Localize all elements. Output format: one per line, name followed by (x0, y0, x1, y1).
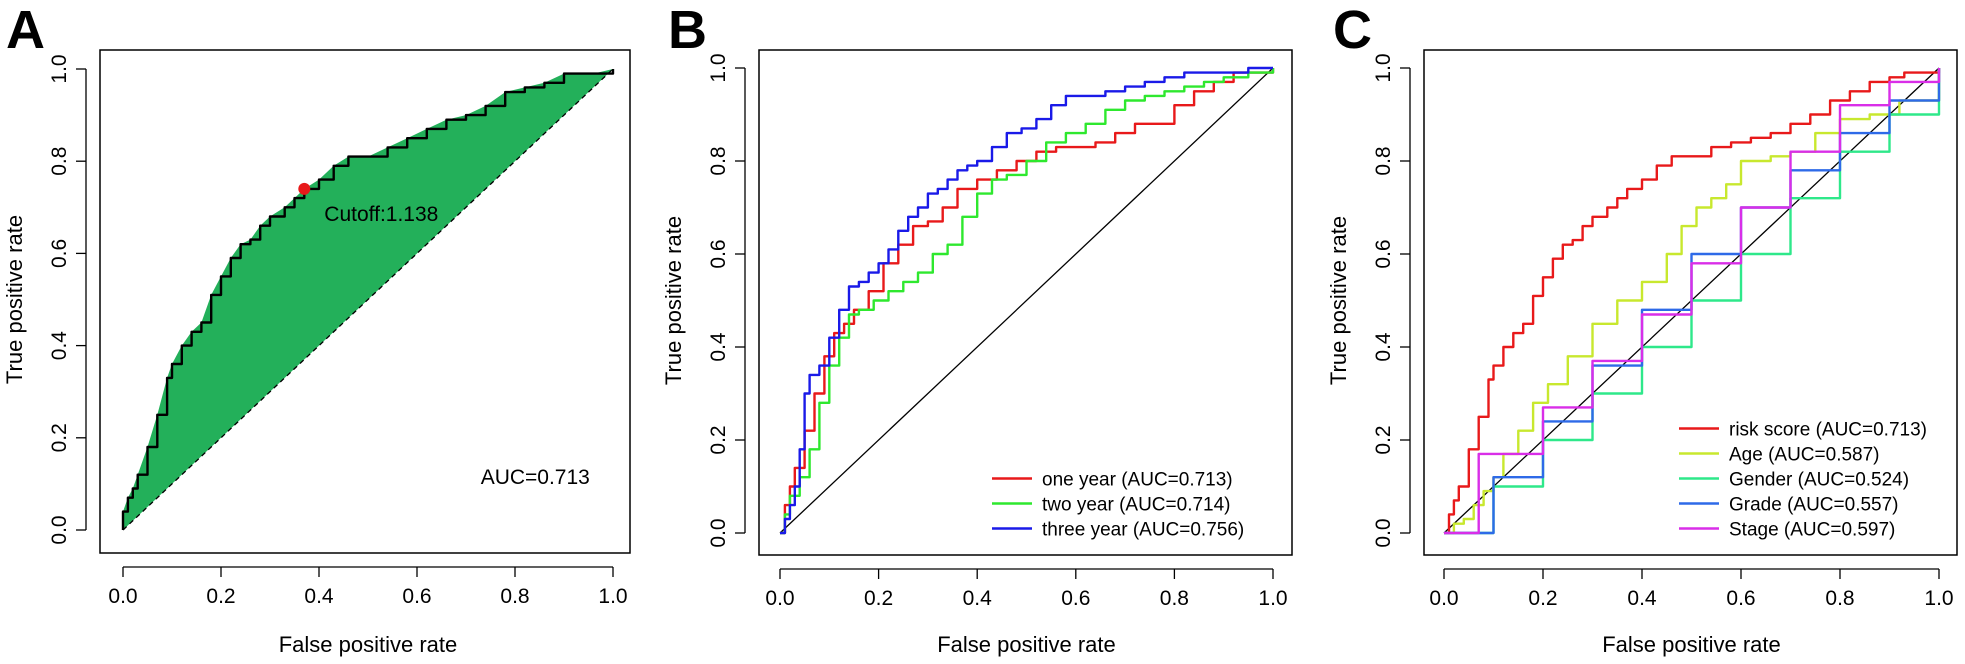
series-line-1 (780, 68, 1275, 535)
series-line-0 (780, 68, 1275, 535)
y-tick-label: 0.6 (707, 239, 730, 268)
y-tick-label: 0.6 (1372, 239, 1395, 268)
x-axis-title: False positive rate (937, 632, 1116, 657)
x-tick-label: 0.4 (1627, 587, 1657, 610)
series-line-1 (1444, 68, 1941, 535)
x-axis-title: False positive rate (279, 632, 458, 657)
x-tick-label: 0.8 (1160, 587, 1189, 610)
auc-label: AUC=0.713 (481, 466, 590, 489)
x-tick-label: 0.6 (402, 585, 431, 608)
plot-frame (758, 49, 1293, 556)
series-line-0 (121, 69, 615, 530)
x-tick-label: 1.0 (1924, 587, 1953, 610)
panel-b: B 0.0 0.2 0.4 0.6 0.8 1.0 0.0 0.2 0.4 0.6 0.8 1.0 Fal… (661, 0, 1293, 657)
y-axis-title: True positive rate (661, 216, 686, 385)
y-axis-title: True positive rate (1326, 216, 1351, 385)
y-tick-label: 0.8 (1372, 146, 1395, 175)
y-tick-label: 0.4 (707, 332, 730, 362)
plot-frame (99, 49, 631, 554)
legend-label: Age (AUC=0.587) (1729, 445, 1880, 466)
legend-label: Grade (AUC=0.557) (1729, 495, 1899, 516)
x-tick-label: 0.4 (963, 587, 993, 610)
x-tick-label: 0.2 (864, 587, 893, 610)
y-tick-label: 1.0 (48, 54, 71, 83)
cutoff-point (298, 182, 311, 195)
y-tick-label: 0.2 (707, 425, 730, 454)
y-tick-label: 0.4 (1372, 332, 1395, 362)
series-line-3 (1444, 68, 1941, 535)
plot-frame (1423, 49, 1958, 556)
y-tick-label: 1.0 (1372, 53, 1395, 82)
x-tick-label: 0.0 (108, 585, 137, 608)
panel-letter: C (1333, 0, 1372, 60)
y-tick-label: 1.0 (707, 53, 730, 82)
x-tick-label: 0.6 (1726, 587, 1755, 610)
legend-label: one year (AUC=0.713) (1042, 470, 1233, 491)
y-tick-label: 0.8 (48, 147, 71, 176)
legend-label: two year (AUC=0.714) (1042, 495, 1231, 516)
reference-diagonal (779, 67, 1274, 534)
panel-letter: A (6, 0, 45, 60)
series-line-0 (1444, 68, 1941, 535)
x-tick-label: 0.0 (1429, 587, 1458, 610)
x-tick-label: 0.2 (206, 585, 235, 608)
y-tick-label: 0.6 (48, 239, 71, 268)
y-tick-label: 0.0 (48, 515, 71, 544)
x-tick-label: 0.2 (1528, 587, 1557, 610)
y-tick-label: 0.2 (48, 423, 71, 452)
cutoff-label: Cutoff:1.138 (324, 203, 438, 226)
x-tick-label: 0.6 (1061, 587, 1090, 610)
x-tick-label: 1.0 (1258, 587, 1287, 610)
y-tick-label: 0.0 (1372, 518, 1395, 547)
panel-letter: B (668, 0, 707, 60)
y-tick-label: 0.4 (48, 331, 71, 361)
series-line-2 (780, 66, 1273, 535)
x-tick-label: 0.0 (765, 587, 794, 610)
x-tick-label: 1.0 (598, 585, 627, 608)
x-tick-label: 0.8 (1825, 587, 1854, 610)
legend-label: Gender (AUC=0.524) (1729, 470, 1909, 491)
panel-c: C 0.0 0.2 0.4 0.6 0.8 1.0 0.0 0.2 0.4 0.6 0.8 1.0 Fal… (1326, 0, 1958, 657)
x-tick-label: 0.8 (500, 585, 529, 608)
y-axis-title: True positive rate (2, 215, 27, 384)
legend-label: three year (AUC=0.756) (1042, 520, 1244, 541)
legend-label: Stage (AUC=0.597) (1729, 520, 1895, 541)
x-tick-label: 0.4 (304, 585, 334, 608)
legend-label: risk score (AUC=0.713) (1729, 420, 1927, 441)
panel-a: A 0.0 0.2 0.4 0.6 0.8 1.0 0.0 0.2 0.4 0.6 0.8 1.0 Fal… (2, 0, 631, 657)
y-tick-label: 0.0 (707, 518, 730, 547)
y-tick-label: 0.2 (1372, 425, 1395, 454)
reference-diagonal (122, 68, 614, 531)
x-axis-title: False positive rate (1602, 632, 1781, 657)
y-tick-label: 0.8 (707, 146, 730, 175)
series-line-4 (1444, 68, 1941, 535)
